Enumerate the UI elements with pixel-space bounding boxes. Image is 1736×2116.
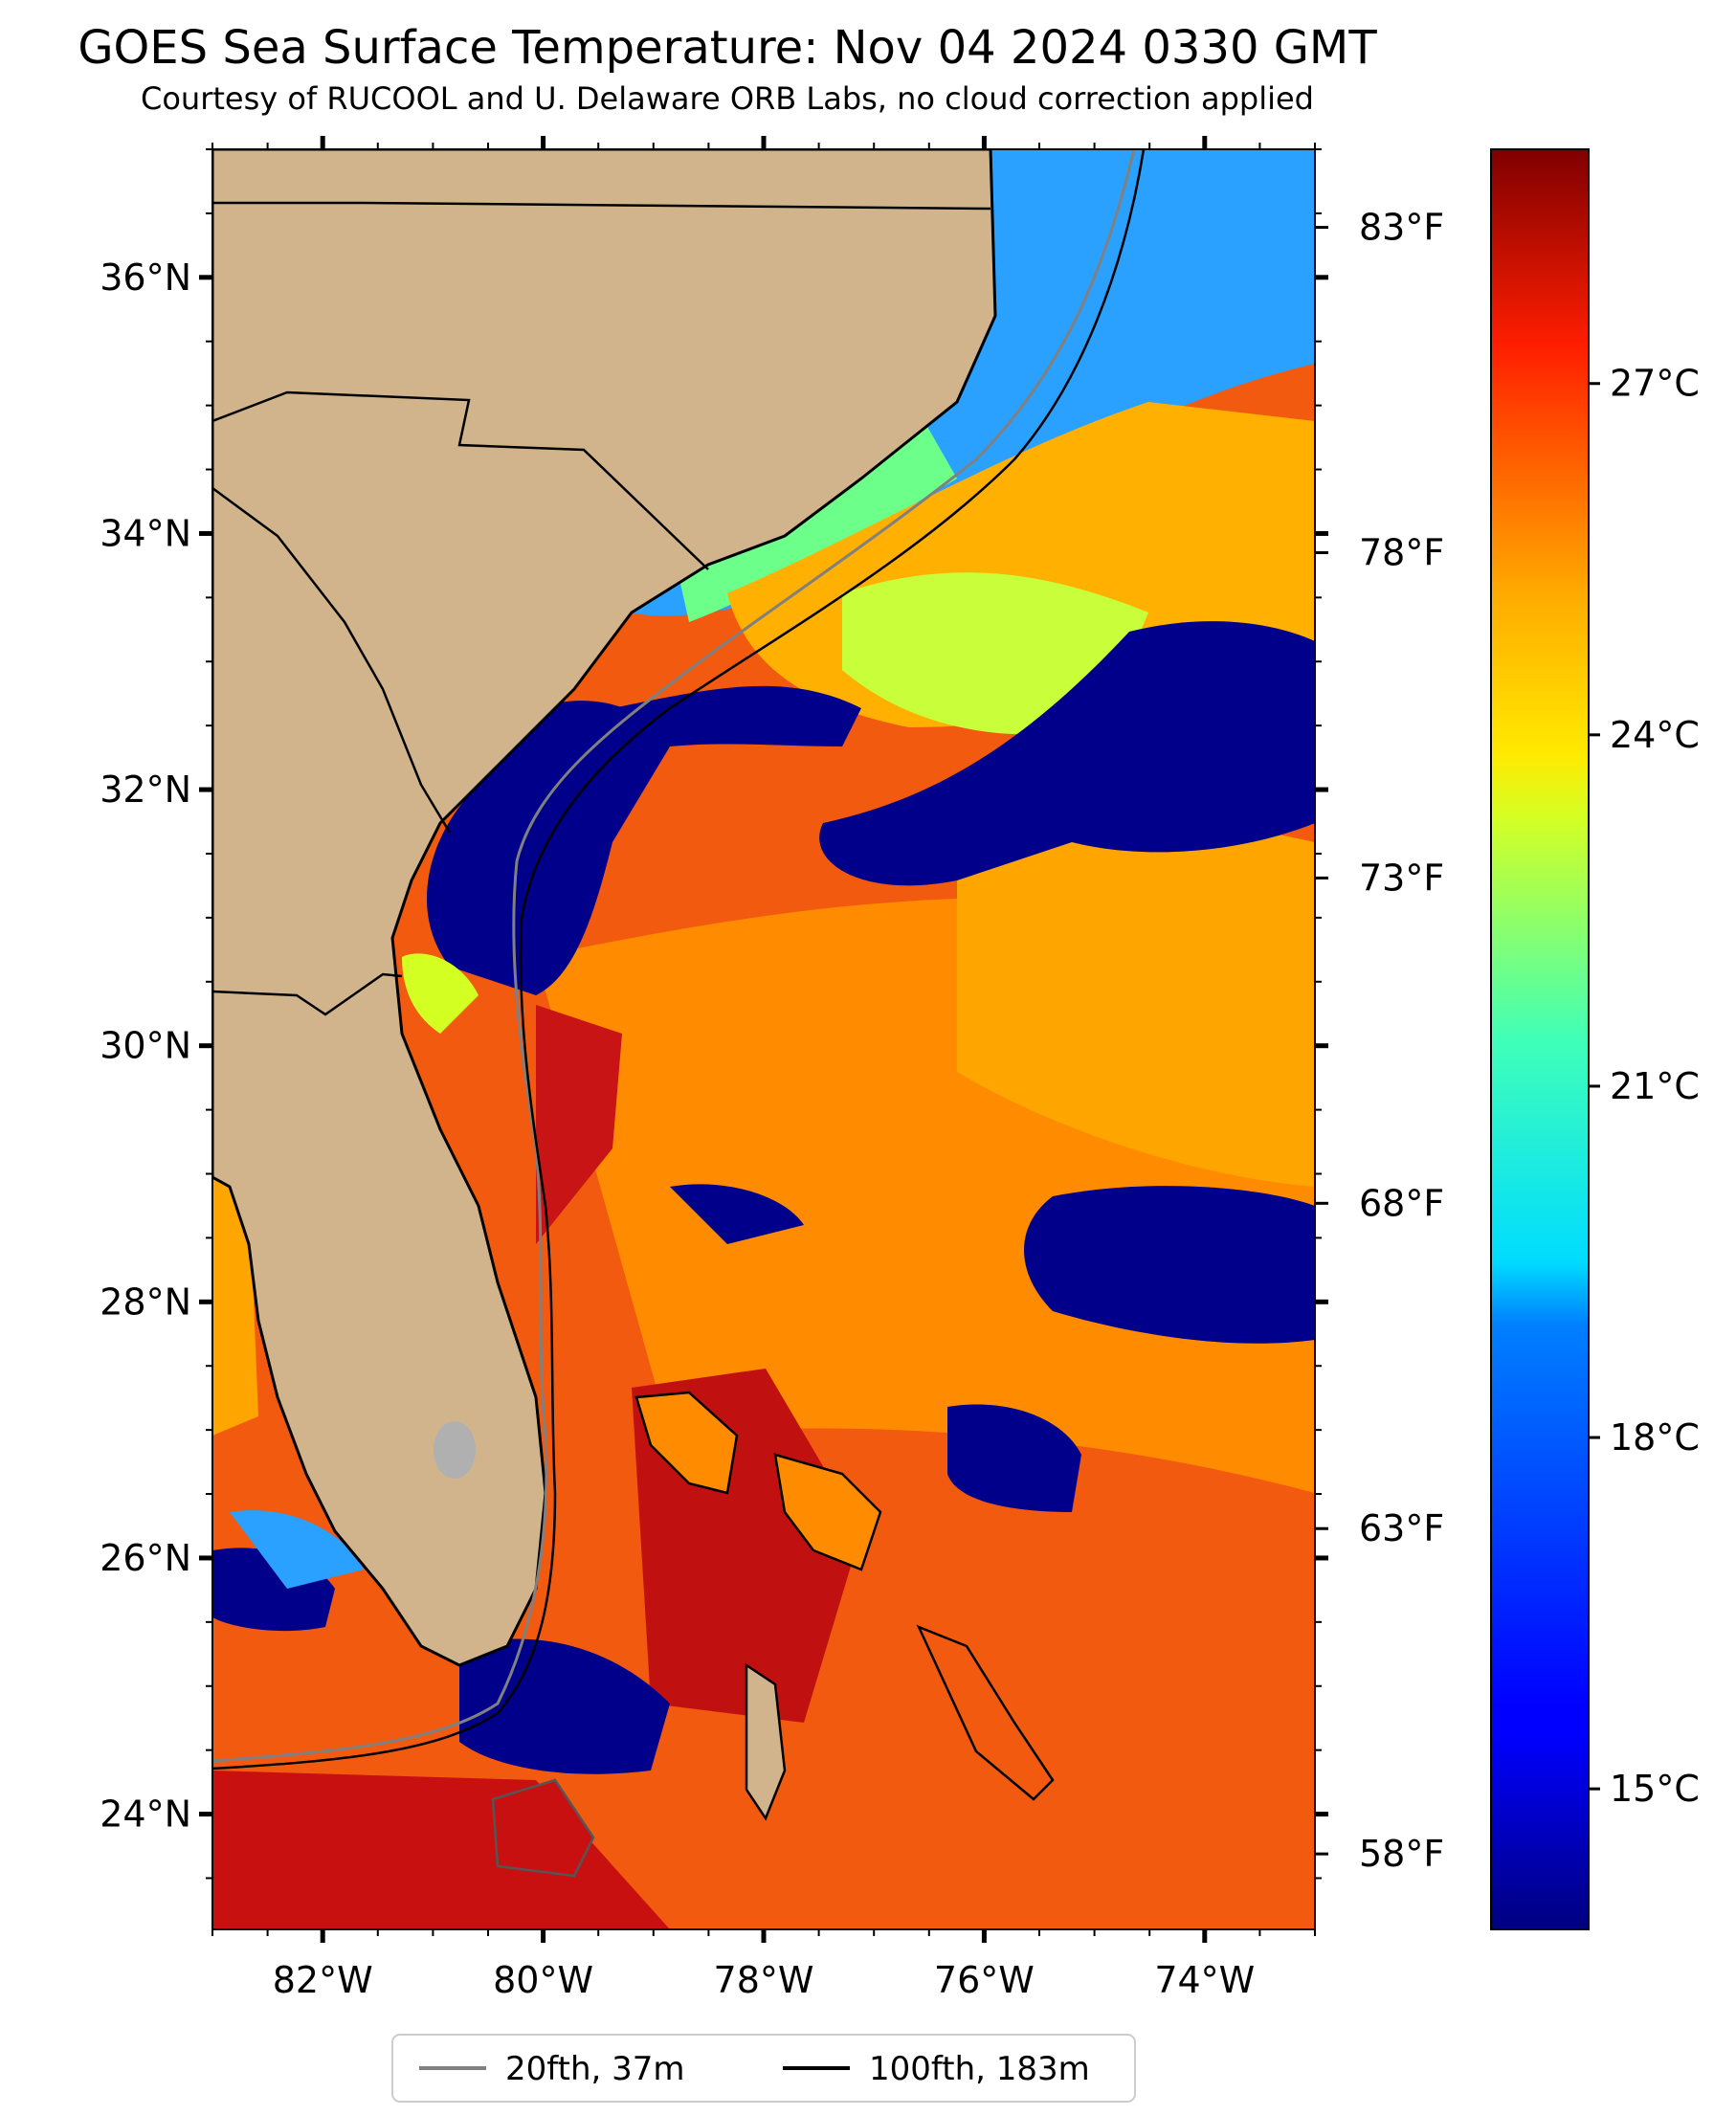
sst-yellow-coastal bbox=[402, 953, 479, 1034]
lon-tick-label: 80°W bbox=[493, 1959, 593, 2001]
legend-box bbox=[391, 2034, 1136, 2103]
island-andros bbox=[745, 1662, 787, 1821]
lat-tick-label: 28°N bbox=[100, 1281, 191, 1323]
longitude-axis: 82°W 80°W 78°W 76°W 74°W bbox=[211, 136, 1316, 2001]
sst-cold-band-2 bbox=[819, 621, 1315, 886]
sst-cold-small-1 bbox=[670, 1184, 804, 1244]
lat-tick-label: 36°N bbox=[100, 256, 191, 299]
lat-tick-label: 34°N bbox=[100, 512, 191, 554]
colorbar bbox=[1490, 148, 1590, 1930]
colorbar-tick-label: 21°C bbox=[1610, 1065, 1700, 1107]
lat-tick-label: 30°N bbox=[100, 1025, 191, 1067]
island-exuma-chain bbox=[916, 1624, 1055, 1801]
sst-dark-red-patch bbox=[536, 1005, 622, 1244]
legend-label-20fth: 20fth, 37m bbox=[505, 2050, 685, 2088]
lon-tick-label: 78°W bbox=[714, 1959, 814, 2001]
fahrenheit-tick-label: 63°F bbox=[1359, 1507, 1444, 1549]
border-ga-fl bbox=[212, 972, 403, 1016]
sst-cold-eddy-bahamas bbox=[947, 1404, 1081, 1512]
map-title: GOES Sea Surface Temperature: Nov 04 202… bbox=[78, 21, 1377, 75]
map-subtitle: Courtesy of RUCOOL and U. Delaware ORB L… bbox=[141, 80, 1314, 117]
fahrenheit-tick-label: 83°F bbox=[1359, 207, 1444, 249]
lon-tick-label: 74°W bbox=[1154, 1959, 1255, 2001]
island-grand-bahama-bank bbox=[634, 1391, 739, 1495]
sst-cool-gulf-patch bbox=[230, 1510, 364, 1589]
sst-map bbox=[212, 149, 1315, 1929]
fahrenheit-axis: 83°F 78°F 73°F 68°F 63°F 58°F bbox=[1315, 207, 1444, 1875]
sst-orange-patch bbox=[957, 807, 1315, 1187]
fahrenheit-tick-label: 78°F bbox=[1359, 531, 1444, 573]
land-southeast-us bbox=[212, 149, 997, 1667]
fahrenheit-tick-label: 73°F bbox=[1359, 857, 1444, 899]
cay-sal-bank bbox=[491, 1778, 595, 1878]
colorbar-tick-label: 18°C bbox=[1610, 1416, 1700, 1459]
sst-green-front bbox=[670, 412, 957, 622]
border-va-nc bbox=[212, 201, 991, 211]
colorbar-axis: 15°C 18°C 21°C 24°C 27°C bbox=[1589, 363, 1700, 1810]
colorbar-tick-label: 27°C bbox=[1610, 363, 1700, 405]
lon-tick-label: 76°W bbox=[934, 1959, 1035, 2001]
lat-tick-label: 32°N bbox=[100, 768, 191, 811]
lat-tick-label: 26°N bbox=[100, 1537, 191, 1579]
latitude-axis: 24°N 26°N 28°N 30°N 32°N 34°N 36°N bbox=[100, 148, 1328, 1880]
isobath-20fth bbox=[212, 149, 1136, 1763]
isobath-100fth bbox=[212, 149, 1146, 1771]
sst-cold-eddy-east bbox=[1024, 1186, 1315, 1344]
lat-tick-label: 24°N bbox=[100, 1793, 191, 1836]
border-nc-sc bbox=[212, 390, 709, 570]
fahrenheit-tick-label: 68°F bbox=[1359, 1182, 1444, 1224]
lake-okeechobee bbox=[434, 1421, 476, 1479]
legend-label-100fth: 100fth, 183m bbox=[869, 2050, 1090, 2088]
lon-tick-label: 82°W bbox=[273, 1959, 373, 2001]
fahrenheit-tick-label: 58°F bbox=[1359, 1833, 1444, 1875]
island-abaco bbox=[773, 1453, 882, 1571]
legend: 20fth, 37m 100fth, 183m bbox=[391, 2034, 1136, 2103]
colorbar-tick-label: 15°C bbox=[1610, 1768, 1700, 1810]
border-sc-ga bbox=[212, 486, 452, 834]
colorbar-tick-label: 24°C bbox=[1610, 714, 1700, 756]
